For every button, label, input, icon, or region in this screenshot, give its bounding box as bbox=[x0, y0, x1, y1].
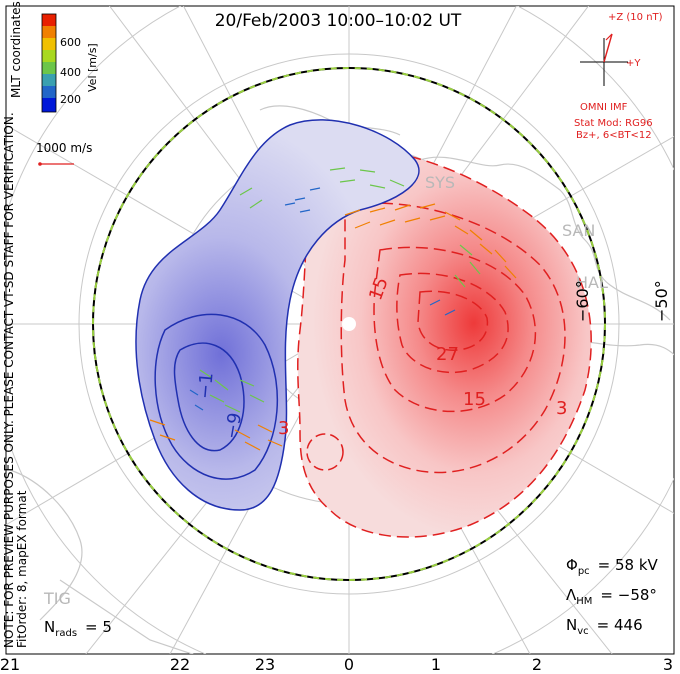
preview-note: NOTE: FOR PREVIEW PURPOSES ONLY. PLEASE … bbox=[2, 112, 16, 648]
mlt-label-2: 2 bbox=[532, 655, 542, 674]
contour-label-3a: 3 bbox=[556, 398, 567, 419]
model-line2: Bz+, 6<BT<12 bbox=[576, 130, 652, 141]
colorbar-tick-400: 400 bbox=[60, 66, 81, 79]
contour-label-3b: 3 bbox=[278, 418, 289, 439]
mlt-label-22: 22 bbox=[170, 655, 190, 674]
contour-label-neg9: −9 bbox=[221, 411, 246, 441]
colorbar-title: Vel [m/s] bbox=[86, 43, 99, 92]
nvc-stat: Nvc = 446 bbox=[566, 616, 643, 637]
contour-label-27: 27 bbox=[436, 344, 459, 365]
mlt-label-23: 23 bbox=[255, 655, 275, 674]
imf-y-label: +Y bbox=[626, 58, 641, 69]
imf-z-label: +Z (10 nT) bbox=[608, 12, 663, 23]
page-title: 20/Feb/2003 10:00–10:02 UT bbox=[215, 11, 462, 31]
fit-note: FitOrder: 8, mapEX format bbox=[15, 490, 29, 648]
velocity-colorbar bbox=[41, 13, 57, 113]
station-sys: SYS bbox=[425, 173, 455, 192]
velocity-vectors bbox=[149, 167, 517, 451]
colorbar-tick-200: 200 bbox=[60, 93, 81, 106]
mlt-label-3: 3 bbox=[663, 655, 673, 674]
lambda-hm-stat: ΛHM = −58° bbox=[566, 586, 657, 607]
phi-pc-stat: Φpc = 58 kV bbox=[566, 556, 659, 577]
station-san: SAN bbox=[562, 221, 595, 240]
contour-label-neg1: −1 bbox=[194, 372, 217, 400]
imf-source: OMNI IMF bbox=[580, 102, 628, 113]
mlt-label-21: 21 bbox=[0, 655, 20, 674]
geomagnetic-pole bbox=[342, 317, 356, 331]
station-tig: TIG bbox=[43, 589, 71, 608]
plot-frame bbox=[5, 5, 675, 655]
coord-label: MLT coordinates bbox=[9, 1, 23, 98]
lat-label-60: −60° bbox=[573, 280, 592, 322]
mlt-label-0: 0 bbox=[344, 655, 354, 674]
colorbar-tick-600: 600 bbox=[60, 36, 81, 49]
negative-potential-cell bbox=[135, 119, 420, 511]
scale-vector-label: 1000 m/s bbox=[36, 141, 92, 155]
mlt-label-1: 1 bbox=[431, 655, 441, 674]
station-hal: HAL bbox=[576, 273, 608, 292]
imf-clock bbox=[580, 33, 628, 86]
nrads-stat: Nrads = 5 bbox=[44, 618, 112, 639]
contour-label-15b: 15 bbox=[463, 389, 486, 410]
positive-potential-cell bbox=[297, 147, 592, 538]
lat-label-50: −50° bbox=[652, 280, 671, 322]
coastlines bbox=[9, 105, 674, 654]
model-line1: Stat Mod: RG96 bbox=[574, 118, 653, 129]
